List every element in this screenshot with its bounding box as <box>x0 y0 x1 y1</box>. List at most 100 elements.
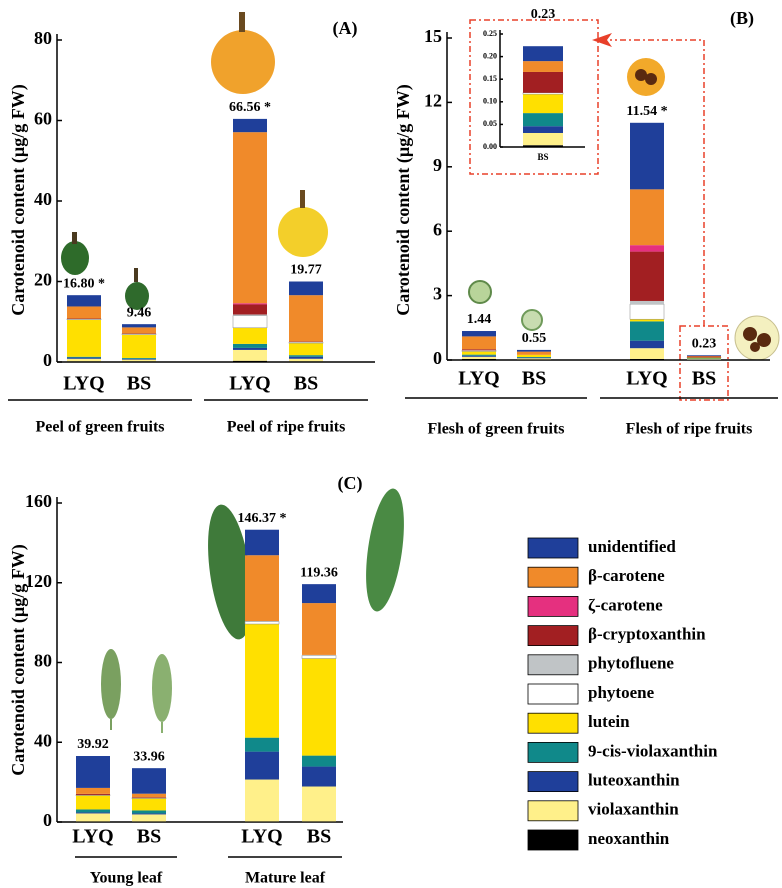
bar-segment <box>517 349 551 352</box>
bar-segment <box>245 751 279 780</box>
y-axis-label: Carotenoid content (µg/g FW) <box>8 544 29 776</box>
x-tick-label: BS <box>127 373 151 395</box>
bar-segment <box>462 358 496 360</box>
y-tick-label: 60 <box>34 109 52 129</box>
legend-swatch <box>527 625 579 646</box>
legend-swatch <box>527 712 579 734</box>
bar-segment <box>76 756 110 788</box>
bar-segment <box>67 358 101 362</box>
bar-segment <box>245 529 279 556</box>
inset-y-tick-label: 0.05 <box>483 119 497 128</box>
bar-segment <box>523 46 563 62</box>
bar-segment <box>301 655 337 659</box>
legend-label: violaxanthin <box>588 800 679 819</box>
total-label: 16.80 * <box>63 276 105 291</box>
legend-swatch <box>527 771 579 792</box>
y-tick-label: 9 <box>433 155 442 175</box>
bar-segment <box>233 118 267 133</box>
bar-segment <box>630 189 664 246</box>
fruit-images <box>61 12 780 361</box>
bar-segment <box>687 356 721 358</box>
y-tick-label: 160 <box>25 491 52 511</box>
bar-segment <box>232 315 268 329</box>
bar-segment <box>67 306 101 319</box>
bar-segment <box>76 812 110 814</box>
total-label: 119.36 <box>300 565 338 580</box>
group-label: Young leaf <box>90 870 163 887</box>
y-tick-label: 0 <box>43 350 52 370</box>
bar-segment <box>67 357 101 359</box>
bar-segment <box>67 361 101 362</box>
bar-segment <box>122 359 156 362</box>
bar-segment <box>132 810 166 814</box>
x-tick-label: LYQ <box>241 826 283 848</box>
bar-segment <box>687 355 721 356</box>
bar-segment <box>522 92 564 95</box>
inset-y-tick-label: 0.15 <box>483 74 497 83</box>
bar-segment <box>76 795 110 810</box>
y-tick-label: 0 <box>433 348 442 368</box>
panel-label: (A) <box>333 18 358 39</box>
bar-segment <box>233 314 267 316</box>
bar-segment <box>289 355 323 357</box>
bar-segment <box>122 358 156 360</box>
bar-segment <box>523 61 563 72</box>
bar-segment <box>233 349 267 361</box>
bar-segment <box>122 327 156 334</box>
inset-total-label: 0.23 <box>531 7 556 22</box>
bar-segment <box>67 356 101 358</box>
y-axis-label: Carotenoid content (µg/g FW) <box>8 84 29 316</box>
bar-segment <box>75 794 111 796</box>
bar-segment <box>233 327 267 344</box>
group-label: Flesh of ripe fruits <box>626 421 753 438</box>
bar-segment <box>76 813 110 822</box>
total-label: 19.77 <box>290 263 322 278</box>
total-label: 11.54 * <box>626 104 667 119</box>
y-tick-label: 12 <box>424 91 442 111</box>
bar-segment <box>122 357 156 359</box>
bar-segment <box>302 584 336 604</box>
bar-segment <box>67 295 101 307</box>
legend-label: β-carotene <box>588 566 665 585</box>
bar-segment <box>289 281 323 296</box>
legend-label: β-cryptoxanthin <box>588 625 706 644</box>
bar-segment <box>233 303 267 305</box>
bar-segment <box>461 350 497 352</box>
legend-swatch <box>527 800 579 822</box>
inset-frame <box>469 19 729 401</box>
group-label: Mature leaf <box>245 870 326 887</box>
y-tick-label: 0 <box>43 810 52 830</box>
total-label: 9.46 <box>127 305 152 320</box>
bar-segment <box>630 319 664 322</box>
bar-segment <box>629 303 665 320</box>
bar-segment <box>132 813 166 815</box>
legend-swatch <box>527 566 579 588</box>
bar-segment <box>687 359 721 360</box>
bar-segment <box>523 126 563 133</box>
bar-segment <box>517 357 551 359</box>
group-label: Peel of green fruits <box>36 419 165 436</box>
total-label: 1.44 <box>467 312 492 327</box>
bar-segment <box>687 358 721 360</box>
legend-label: 9-cis-violaxanthin <box>588 741 718 760</box>
bar-segment <box>462 331 496 337</box>
bar-segment <box>244 621 280 625</box>
total-label: 39.92 <box>77 737 109 752</box>
total-label: 66.56 * <box>229 100 271 115</box>
bar-segment <box>302 821 336 822</box>
y-tick-label: 80 <box>34 651 52 671</box>
group-label: Peel of ripe fruits <box>227 419 346 436</box>
x-tick-label: BS <box>137 826 161 848</box>
legend-label: phytoene <box>588 683 655 702</box>
bar-segment <box>122 324 156 328</box>
y-tick-label: 15 <box>424 26 442 46</box>
bar-segment <box>462 336 496 350</box>
bar-segment <box>66 318 102 320</box>
bar-segment <box>517 351 551 355</box>
bar-segment <box>630 340 664 349</box>
total-label: 0.23 <box>692 336 717 351</box>
y-tick-label: 20 <box>34 270 52 290</box>
y-tick-label: 40 <box>34 730 52 750</box>
bar-segment <box>302 755 336 767</box>
